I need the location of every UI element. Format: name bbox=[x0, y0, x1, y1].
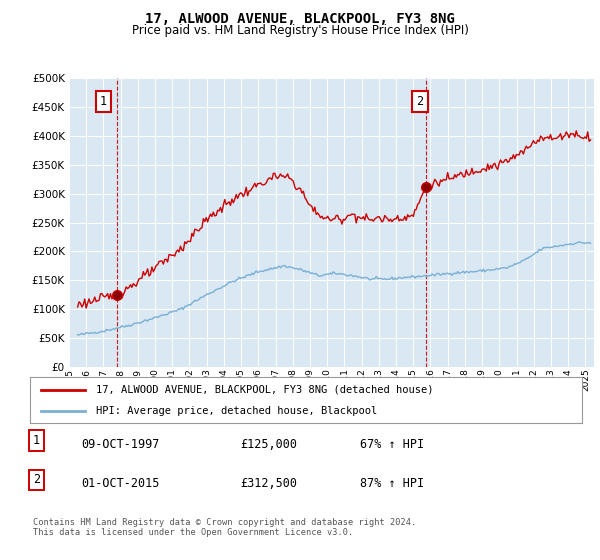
Text: Contains HM Land Registry data © Crown copyright and database right 2024.
This d: Contains HM Land Registry data © Crown c… bbox=[33, 518, 416, 538]
Text: 2: 2 bbox=[33, 473, 40, 486]
Text: 1: 1 bbox=[100, 95, 107, 108]
Text: £312,500: £312,500 bbox=[240, 477, 297, 490]
Text: 2: 2 bbox=[416, 95, 424, 108]
Text: 1: 1 bbox=[33, 434, 40, 447]
Text: 67% ↑ HPI: 67% ↑ HPI bbox=[360, 438, 424, 451]
Text: 17, ALWOOD AVENUE, BLACKPOOL, FY3 8NG (detached house): 17, ALWOOD AVENUE, BLACKPOOL, FY3 8NG (d… bbox=[96, 385, 434, 395]
Text: 17, ALWOOD AVENUE, BLACKPOOL, FY3 8NG: 17, ALWOOD AVENUE, BLACKPOOL, FY3 8NG bbox=[145, 12, 455, 26]
Text: 09-OCT-1997: 09-OCT-1997 bbox=[81, 438, 160, 451]
Text: 87% ↑ HPI: 87% ↑ HPI bbox=[360, 477, 424, 490]
Text: HPI: Average price, detached house, Blackpool: HPI: Average price, detached house, Blac… bbox=[96, 406, 377, 416]
Text: 01-OCT-2015: 01-OCT-2015 bbox=[81, 477, 160, 490]
Text: Price paid vs. HM Land Registry's House Price Index (HPI): Price paid vs. HM Land Registry's House … bbox=[131, 24, 469, 37]
Text: £125,000: £125,000 bbox=[240, 438, 297, 451]
